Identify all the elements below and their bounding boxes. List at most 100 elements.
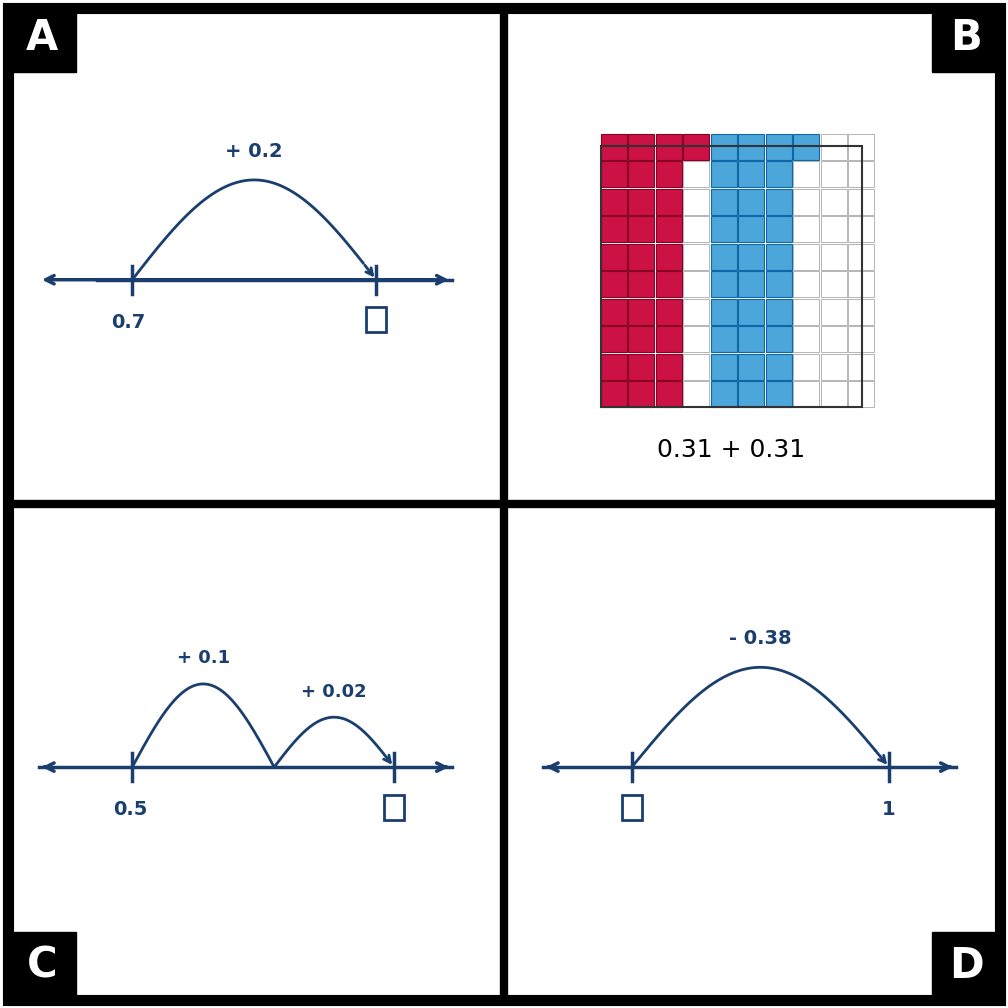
Bar [821,161,847,187]
Bar [628,354,654,380]
Text: 1: 1 [882,800,896,820]
Bar [683,327,710,352]
Bar [628,381,654,407]
Bar [711,381,737,407]
Bar [601,271,627,297]
Bar [793,134,820,159]
Bar [683,354,710,380]
Bar [821,381,847,407]
Bar [849,381,874,407]
Bar [766,216,792,242]
Bar [711,271,737,297]
Bar [601,381,627,407]
Text: 0.7: 0.7 [111,313,145,332]
Bar [849,354,874,380]
Text: - 0.38: - 0.38 [729,629,791,648]
Bar [738,354,764,380]
Bar [628,327,654,352]
Bar [711,216,737,242]
Bar [821,271,847,297]
Bar [849,161,874,187]
Text: + 0.02: + 0.02 [301,682,367,701]
Bar [793,188,820,215]
Bar [738,271,764,297]
Bar [711,354,737,380]
Bar [738,188,764,215]
Bar [656,188,681,215]
Bar [8,932,76,1000]
Bar [601,134,627,159]
Bar [821,134,847,159]
Bar [793,298,820,325]
Bar [738,298,764,325]
Bar [683,244,710,270]
Bar [849,188,874,215]
Bar [849,134,874,159]
Bar [793,354,820,380]
Bar [821,216,847,242]
Bar [766,134,792,159]
Bar [656,271,681,297]
Bar [656,381,681,407]
Bar [738,327,764,352]
Bar [683,188,710,215]
Bar [683,271,710,297]
Bar [683,216,710,242]
Bar [711,244,737,270]
Bar [601,161,627,187]
Bar [849,216,874,242]
Bar [932,4,1000,72]
Bar [711,327,737,352]
Bar [711,161,737,187]
Bar [793,244,820,270]
Bar [766,354,792,380]
Bar [793,216,820,242]
Bar [628,161,654,187]
Bar [601,298,627,325]
Bar [366,307,386,333]
Text: B: B [951,17,982,59]
Bar [601,216,627,242]
Bar [628,134,654,159]
Bar [628,216,654,242]
Bar [601,244,627,270]
Bar [766,188,792,215]
Bar [793,271,820,297]
Bar [766,244,792,270]
Text: A: A [26,17,58,59]
Bar [711,298,737,325]
Text: C: C [26,946,57,987]
Bar [656,216,681,242]
Bar [656,134,681,159]
Text: + 0.1: + 0.1 [176,649,230,667]
Bar [628,244,654,270]
Bar [8,4,76,72]
Bar [766,271,792,297]
Bar [656,161,681,187]
Bar [793,161,820,187]
Bar [738,134,764,159]
Bar [683,161,710,187]
Bar [656,298,681,325]
Bar [601,327,627,352]
Bar [849,244,874,270]
Bar [683,298,710,325]
Bar [683,134,710,159]
Bar [821,188,847,215]
Bar [821,244,847,270]
Bar [601,146,862,407]
Bar [793,327,820,352]
Bar [821,354,847,380]
Bar [738,161,764,187]
Text: 0.5: 0.5 [113,800,147,820]
Bar [738,244,764,270]
Bar [656,327,681,352]
Bar [738,216,764,242]
Bar [766,298,792,325]
Bar [601,354,627,380]
Bar [683,381,710,407]
Bar [628,271,654,297]
Bar [656,354,681,380]
Bar [384,795,403,820]
Bar [793,381,820,407]
